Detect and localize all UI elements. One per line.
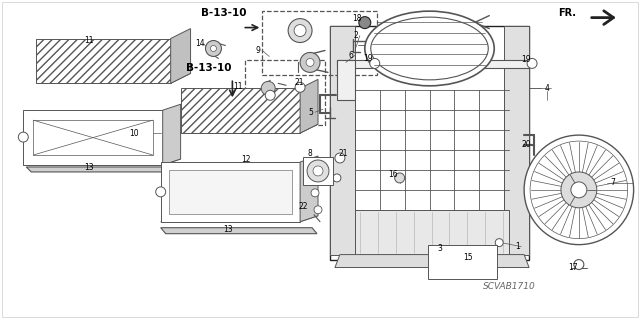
Text: 16: 16 (388, 170, 397, 179)
Polygon shape (335, 255, 529, 268)
Text: B-13-10: B-13-10 (201, 8, 246, 18)
Circle shape (530, 141, 628, 239)
Text: 13: 13 (84, 163, 94, 173)
Text: 20: 20 (522, 140, 531, 149)
Text: 8: 8 (308, 149, 312, 158)
Bar (161, 162, 300, 222)
Text: 19: 19 (522, 55, 531, 64)
Circle shape (205, 41, 221, 56)
Text: B-13-10: B-13-10 (186, 63, 231, 73)
Circle shape (306, 58, 314, 66)
Circle shape (211, 46, 216, 51)
Bar (262, 11, 377, 75)
Circle shape (495, 239, 503, 247)
Polygon shape (171, 29, 191, 83)
Circle shape (288, 19, 312, 42)
Circle shape (335, 153, 345, 163)
Circle shape (574, 260, 584, 270)
Ellipse shape (371, 17, 488, 80)
Polygon shape (23, 159, 180, 165)
Circle shape (370, 58, 380, 68)
Polygon shape (36, 73, 191, 83)
Bar (355, 210, 509, 255)
Circle shape (295, 82, 305, 92)
Polygon shape (26, 167, 191, 172)
Polygon shape (300, 79, 318, 133)
Circle shape (313, 166, 323, 176)
Text: 10: 10 (129, 129, 139, 137)
Circle shape (395, 173, 404, 183)
Text: 4: 4 (545, 84, 550, 93)
Bar (330, 26, 529, 260)
Text: 6: 6 (348, 51, 353, 60)
Bar (330, 26, 355, 255)
Circle shape (465, 256, 474, 263)
Bar (504, 26, 529, 255)
Polygon shape (161, 228, 317, 234)
Text: 9: 9 (256, 46, 260, 55)
Circle shape (156, 187, 166, 197)
Bar (303, 157, 333, 185)
Text: 5: 5 (308, 108, 314, 117)
Text: 2: 2 (353, 31, 358, 40)
Text: 15: 15 (463, 253, 473, 262)
Ellipse shape (365, 11, 494, 86)
Bar (169, 170, 292, 214)
Bar (245, 60, 325, 125)
Polygon shape (337, 60, 355, 100)
Circle shape (561, 172, 596, 208)
Circle shape (359, 17, 371, 29)
Circle shape (19, 132, 28, 142)
Text: 18: 18 (352, 14, 362, 23)
Bar (33, 120, 153, 155)
Bar (180, 88, 300, 133)
Text: 22: 22 (298, 202, 308, 211)
Circle shape (311, 189, 319, 197)
Bar (428, 245, 497, 279)
Text: 12: 12 (241, 155, 251, 165)
Circle shape (474, 256, 481, 263)
Circle shape (307, 160, 329, 182)
Circle shape (571, 182, 587, 198)
Circle shape (524, 135, 634, 245)
Polygon shape (163, 104, 180, 165)
Text: 21: 21 (294, 78, 304, 87)
Text: 7: 7 (611, 178, 615, 187)
Bar (23, 110, 163, 165)
Circle shape (265, 90, 275, 100)
Text: 11: 11 (234, 82, 243, 91)
Circle shape (300, 52, 320, 72)
Circle shape (314, 206, 322, 214)
Polygon shape (180, 124, 318, 133)
Circle shape (333, 174, 341, 182)
Text: 3: 3 (437, 244, 442, 253)
Text: 17: 17 (568, 263, 578, 272)
Text: 11: 11 (84, 36, 94, 45)
Text: 21: 21 (338, 149, 348, 158)
Circle shape (261, 81, 275, 95)
Text: 14: 14 (195, 39, 204, 48)
Circle shape (294, 25, 306, 37)
Polygon shape (337, 60, 529, 68)
Text: SCVAB1710: SCVAB1710 (483, 282, 536, 291)
Text: 1: 1 (515, 242, 520, 251)
Text: 13: 13 (223, 225, 233, 234)
Text: 19: 19 (363, 54, 372, 63)
Text: FR.: FR. (558, 8, 576, 18)
Bar (36, 39, 171, 83)
Polygon shape (300, 156, 318, 222)
Circle shape (527, 58, 537, 68)
Polygon shape (161, 216, 318, 222)
